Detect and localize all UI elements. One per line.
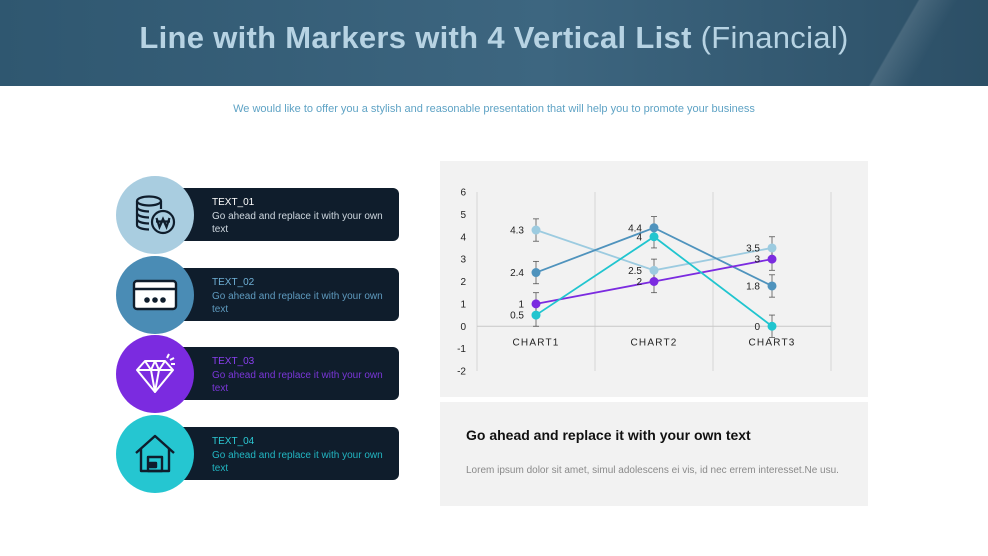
title-bold: Line with Markers with 4 Vertical List	[139, 20, 692, 55]
data-label: 4.4	[628, 223, 642, 234]
line-chart: 6 5 4 3 2 1 0 -1 -2 CHART1 CHART2 CHART3 4.3 2.5 3.5 2.…	[457, 188, 832, 378]
list-item-circle	[116, 335, 194, 413]
list-item-bar	[155, 268, 399, 321]
list-item-title: TEXT_02	[212, 277, 255, 288]
data-label: 2.4	[510, 268, 524, 279]
list-item-circle	[116, 256, 194, 334]
list-item: TEXT_01 Go ahead and replace it with you…	[116, 176, 400, 254]
list-item-text: TEXT_03 Go ahead and replace it with you…	[212, 355, 387, 396]
list-item-title: TEXT_01	[212, 197, 255, 208]
list-item-bar	[155, 427, 399, 480]
data-label: 0	[754, 322, 760, 333]
list-item-title: TEXT_03	[212, 356, 255, 367]
header-banner: Line with Markers with 4 Vertical List (…	[0, 0, 988, 86]
list-item-text: TEXT_01 Go ahead and replace it with you…	[212, 196, 387, 237]
text-panel-title: Go ahead and replace it with your own te…	[466, 427, 751, 443]
list-item-circle	[116, 176, 194, 254]
data-point	[767, 243, 777, 253]
y-tick-label: 4	[460, 232, 466, 243]
list-item-body: Go ahead and replace it with your own te…	[212, 290, 383, 316]
y-tick-label: 5	[460, 210, 466, 221]
list-item-bar	[155, 188, 399, 241]
data-point	[649, 232, 659, 242]
list-item-body: Go ahead and replace it with your own te…	[212, 369, 383, 395]
data-point	[531, 310, 541, 320]
coins-icon	[135, 195, 176, 235]
list-item-body: Go ahead and replace it with your own te…	[212, 449, 383, 475]
text-panel: Go ahead and replace it with your own te…	[440, 402, 868, 506]
y-tick-label: 6	[460, 188, 466, 199]
header-decoration	[838, 0, 988, 86]
data-label: 1.8	[746, 281, 760, 292]
page-title: Line with Markers with 4 Vertical List (…	[0, 20, 988, 56]
y-tick-label: -1	[457, 344, 466, 355]
data-point	[531, 299, 541, 309]
list-item-title: TEXT_04	[212, 436, 255, 447]
data-point	[649, 223, 659, 233]
list-item: TEXT_03 Go ahead and replace it with you…	[116, 335, 400, 413]
y-tick-label: 0	[460, 322, 466, 333]
data-point	[649, 277, 659, 286]
data-point	[531, 268, 541, 278]
list-item-text: TEXT_02 Go ahead and replace it with you…	[212, 276, 387, 317]
list-item: TEXT_02 Go ahead and replace it with you…	[116, 256, 400, 334]
list-item-body: Go ahead and replace it with your own te…	[212, 210, 383, 236]
list-item-circle	[116, 415, 194, 493]
title-light: (Financial)	[700, 20, 849, 55]
category-label: CHART2	[630, 337, 677, 348]
y-tick-label: 1	[460, 299, 466, 310]
y-tick-label: -2	[457, 367, 466, 378]
list-item-bar	[155, 347, 399, 400]
text-panel-body: Lorem ipsum dolor sit amet, simul adoles…	[466, 465, 839, 476]
y-tick-label: 3	[460, 255, 466, 266]
data-label: 3	[754, 255, 760, 266]
data-label: 2.5	[628, 266, 642, 277]
data-label: 4	[636, 232, 642, 243]
page-subtitle: We would like to offer you a stylish and…	[233, 103, 755, 115]
data-point	[531, 225, 541, 235]
credit-card-icon	[132, 279, 178, 311]
data-label: 1	[518, 299, 524, 310]
data-point	[767, 321, 777, 331]
data-label: 2	[636, 277, 642, 288]
category-label: CHART3	[748, 337, 795, 348]
category-label: CHART1	[512, 337, 559, 348]
data-point	[767, 254, 777, 264]
list-item-text: TEXT_04 Go ahead and replace it with you…	[212, 435, 387, 476]
data-label: 0.5	[510, 311, 524, 322]
diamond-icon	[136, 353, 175, 393]
data-point	[767, 281, 777, 291]
list-item: TEXT_04 Go ahead and replace it with you…	[116, 415, 400, 493]
house-icon	[135, 434, 175, 473]
y-tick-label: 2	[460, 277, 466, 288]
data-point	[649, 265, 659, 275]
chart-panel: 6 5 4 3 2 1 0 -1 -2 CHART1 CHART2 CHART3 4.3 2.5 3.5 2.…	[440, 161, 868, 397]
data-label: 3.5	[746, 243, 760, 254]
data-label: 4.3	[510, 226, 524, 237]
